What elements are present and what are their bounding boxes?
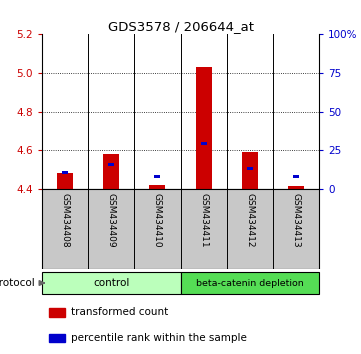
Text: percentile rank within the sample: percentile rank within the sample bbox=[71, 333, 247, 343]
Bar bbox=[293, 175, 299, 178]
Bar bbox=[149, 185, 165, 189]
Text: GSM434410: GSM434410 bbox=[153, 193, 162, 248]
Text: GSM434408: GSM434408 bbox=[61, 193, 70, 248]
Text: transformed count: transformed count bbox=[71, 307, 168, 318]
Bar bbox=[49, 308, 65, 316]
Bar bbox=[108, 163, 114, 166]
Bar bbox=[288, 186, 304, 189]
Text: GSM434412: GSM434412 bbox=[245, 193, 254, 247]
Bar bbox=[196, 67, 212, 189]
Bar bbox=[42, 272, 180, 295]
Text: protocol: protocol bbox=[0, 278, 35, 288]
Bar bbox=[103, 154, 119, 189]
Text: beta-catenin depletion: beta-catenin depletion bbox=[196, 279, 304, 287]
Bar bbox=[180, 272, 319, 295]
Bar bbox=[242, 152, 258, 189]
Bar bbox=[62, 171, 68, 175]
Title: GDS3578 / 206644_at: GDS3578 / 206644_at bbox=[108, 20, 253, 33]
Bar bbox=[201, 142, 206, 145]
Bar bbox=[247, 167, 253, 170]
Bar bbox=[49, 334, 65, 343]
Bar bbox=[57, 173, 73, 189]
Text: GSM434411: GSM434411 bbox=[199, 193, 208, 248]
Text: control: control bbox=[93, 278, 130, 288]
Bar bbox=[155, 175, 160, 178]
Text: GSM434409: GSM434409 bbox=[107, 193, 116, 248]
Text: GSM434413: GSM434413 bbox=[291, 193, 300, 248]
